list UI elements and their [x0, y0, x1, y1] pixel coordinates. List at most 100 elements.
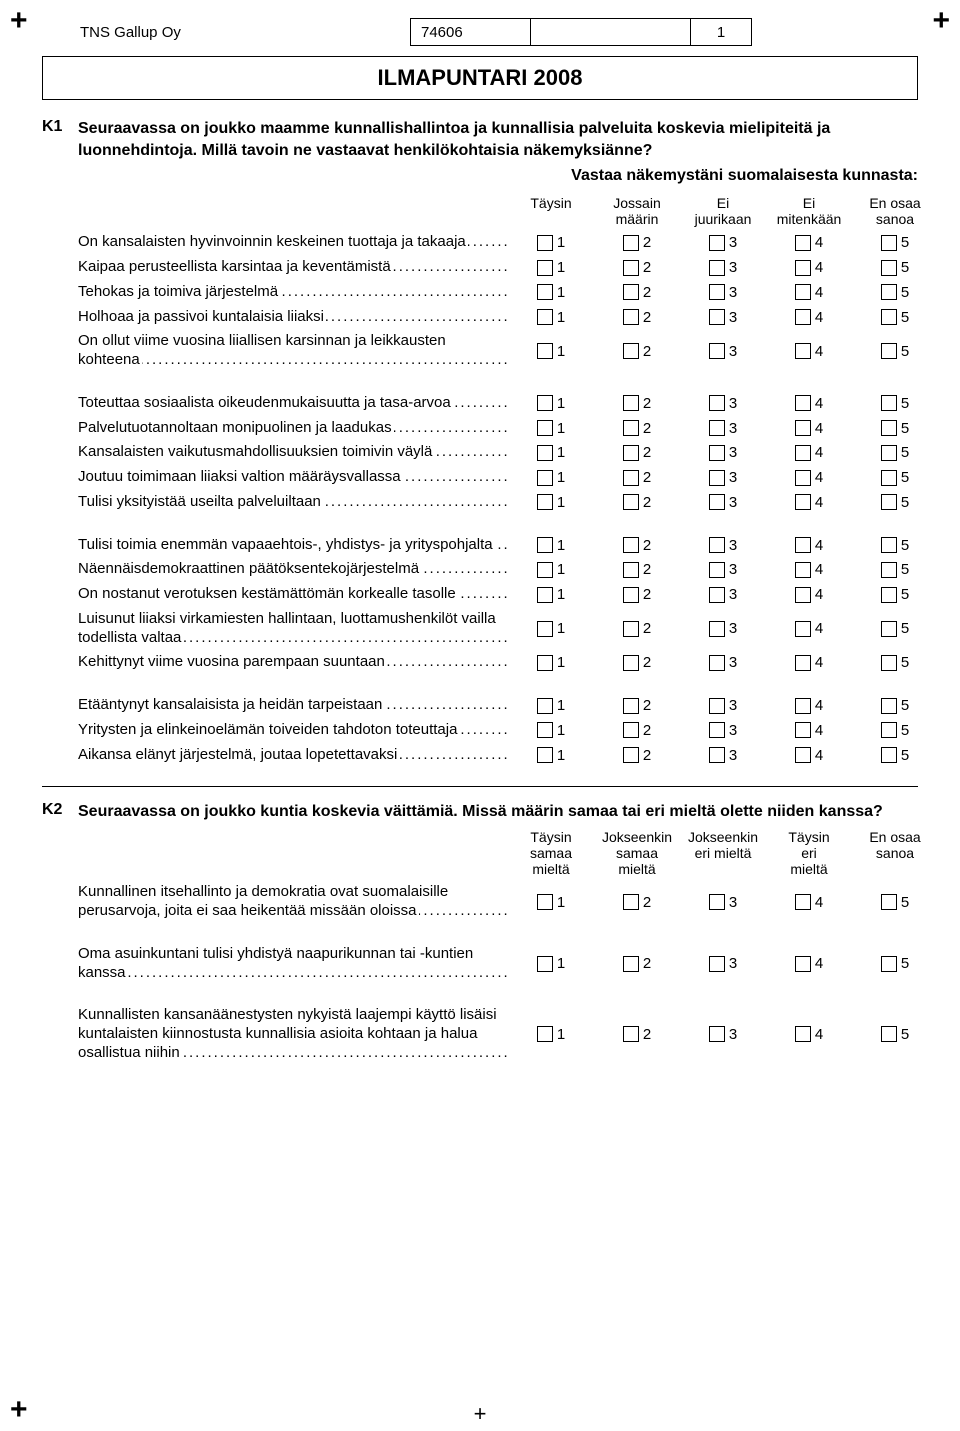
checkbox[interactable] [709, 309, 725, 325]
checkbox[interactable] [795, 722, 811, 738]
checkbox[interactable] [709, 343, 725, 359]
checkbox[interactable] [795, 420, 811, 436]
checkbox[interactable] [881, 537, 897, 553]
checkbox[interactable] [709, 420, 725, 436]
checkbox[interactable] [623, 537, 639, 553]
checkbox[interactable] [537, 698, 553, 714]
checkbox[interactable] [537, 537, 553, 553]
checkbox[interactable] [709, 494, 725, 510]
checkbox[interactable] [881, 309, 897, 325]
checkbox[interactable] [709, 698, 725, 714]
checkbox[interactable] [795, 494, 811, 510]
checkbox[interactable] [537, 894, 553, 910]
checkbox[interactable] [709, 621, 725, 637]
checkbox[interactable] [709, 260, 725, 276]
checkbox[interactable] [881, 698, 897, 714]
checkbox[interactable] [881, 587, 897, 603]
checkbox[interactable] [795, 309, 811, 325]
checkbox[interactable] [881, 1026, 897, 1042]
checkbox[interactable] [709, 1026, 725, 1042]
checkbox[interactable] [795, 655, 811, 671]
checkbox[interactable] [881, 655, 897, 671]
checkbox[interactable] [623, 587, 639, 603]
checkbox[interactable] [795, 260, 811, 276]
checkbox[interactable] [881, 894, 897, 910]
checkbox[interactable] [881, 445, 897, 461]
checkbox[interactable] [795, 894, 811, 910]
checkbox[interactable] [537, 562, 553, 578]
checkbox[interactable] [709, 470, 725, 486]
checkbox[interactable] [623, 956, 639, 972]
checkbox[interactable] [881, 260, 897, 276]
checkbox[interactable] [623, 235, 639, 251]
checkbox[interactable] [881, 722, 897, 738]
checkbox[interactable] [795, 470, 811, 486]
checkbox[interactable] [623, 284, 639, 300]
checkbox[interactable] [537, 956, 553, 972]
checkbox[interactable] [881, 395, 897, 411]
checkbox[interactable] [537, 587, 553, 603]
checkbox[interactable] [881, 284, 897, 300]
checkbox[interactable] [623, 470, 639, 486]
checkbox[interactable] [795, 621, 811, 637]
checkbox[interactable] [881, 621, 897, 637]
checkbox[interactable] [537, 309, 553, 325]
checkbox[interactable] [537, 494, 553, 510]
checkbox[interactable] [795, 395, 811, 411]
checkbox[interactable] [537, 445, 553, 461]
checkbox[interactable] [623, 309, 639, 325]
checkbox[interactable] [709, 655, 725, 671]
checkbox[interactable] [623, 698, 639, 714]
checkbox[interactable] [709, 587, 725, 603]
checkbox[interactable] [623, 747, 639, 763]
checkbox[interactable] [881, 494, 897, 510]
checkbox[interactable] [881, 420, 897, 436]
checkbox[interactable] [537, 470, 553, 486]
checkbox[interactable] [623, 1026, 639, 1042]
checkbox[interactable] [623, 260, 639, 276]
checkbox[interactable] [795, 343, 811, 359]
checkbox[interactable] [709, 894, 725, 910]
checkbox[interactable] [537, 284, 553, 300]
checkbox[interactable] [709, 562, 725, 578]
checkbox[interactable] [795, 956, 811, 972]
checkbox[interactable] [537, 235, 553, 251]
checkbox[interactable] [881, 956, 897, 972]
checkbox[interactable] [623, 894, 639, 910]
checkbox[interactable] [795, 747, 811, 763]
checkbox[interactable] [537, 1026, 553, 1042]
checkbox[interactable] [623, 621, 639, 637]
checkbox[interactable] [537, 395, 553, 411]
checkbox[interactable] [795, 1026, 811, 1042]
checkbox[interactable] [709, 445, 725, 461]
checkbox[interactable] [709, 284, 725, 300]
checkbox[interactable] [537, 621, 553, 637]
checkbox[interactable] [537, 655, 553, 671]
checkbox[interactable] [623, 722, 639, 738]
checkbox[interactable] [881, 470, 897, 486]
checkbox[interactable] [537, 722, 553, 738]
checkbox[interactable] [537, 343, 553, 359]
checkbox[interactable] [795, 562, 811, 578]
checkbox[interactable] [623, 343, 639, 359]
checkbox[interactable] [709, 235, 725, 251]
checkbox[interactable] [623, 445, 639, 461]
checkbox[interactable] [795, 445, 811, 461]
checkbox[interactable] [795, 698, 811, 714]
checkbox[interactable] [623, 395, 639, 411]
checkbox[interactable] [709, 537, 725, 553]
checkbox[interactable] [623, 420, 639, 436]
checkbox[interactable] [881, 343, 897, 359]
checkbox[interactable] [623, 494, 639, 510]
checkbox[interactable] [795, 587, 811, 603]
checkbox[interactable] [623, 655, 639, 671]
checkbox[interactable] [537, 747, 553, 763]
checkbox[interactable] [881, 562, 897, 578]
checkbox[interactable] [709, 747, 725, 763]
checkbox[interactable] [795, 235, 811, 251]
checkbox[interactable] [709, 395, 725, 411]
checkbox[interactable] [623, 562, 639, 578]
checkbox[interactable] [709, 722, 725, 738]
checkbox[interactable] [881, 235, 897, 251]
checkbox[interactable] [795, 537, 811, 553]
